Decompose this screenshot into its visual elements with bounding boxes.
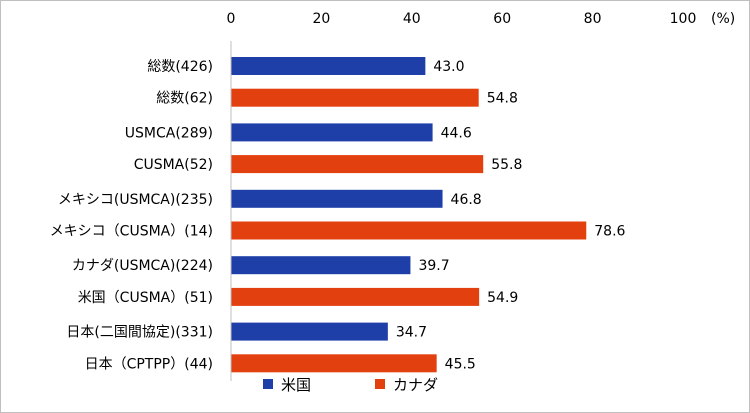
bar-series1	[231, 189, 443, 208]
bar-series1	[231, 57, 426, 75]
bar-series2	[231, 287, 480, 306]
bar-series1	[231, 256, 411, 275]
category-label: 総数(62)	[156, 91, 213, 107]
category-label: 日本（CPTPP）(44)	[85, 356, 213, 372]
x-tick-label: 20	[312, 11, 330, 27]
category-label: CUSMA(52)	[134, 157, 213, 173]
data-label: 54.8	[487, 91, 518, 107]
bar-series2	[231, 354, 437, 373]
category-label: カナダ(USMCA)(224)	[72, 258, 213, 274]
data-label: 43.0	[433, 59, 464, 75]
data-label: 55.8	[491, 157, 522, 173]
category-label: 総数(426)	[147, 59, 213, 75]
legend-swatch	[263, 379, 273, 389]
x-tick-label: 100	[670, 11, 697, 27]
x-tick-label: 80	[584, 11, 602, 27]
legend-label: カナダ	[393, 376, 438, 394]
bar-series2	[231, 155, 484, 174]
category-label: 米国（CUSMA）(51)	[78, 290, 213, 306]
category-label: 日本(二国間協定)(331)	[66, 325, 213, 341]
x-tick-label: 0	[227, 11, 236, 27]
legend-label: 米国	[281, 376, 311, 394]
bar-series1	[231, 322, 388, 341]
category-label: メキシコ（CUSMA）(14)	[50, 224, 213, 240]
bar-series2	[231, 88, 479, 107]
data-label: 78.6	[594, 224, 625, 240]
x-tick-label: 60	[493, 11, 511, 27]
unit-label: (%)	[711, 11, 735, 27]
category-label: メキシコ(USMCA)(235)	[58, 192, 213, 208]
data-label: 44.6	[441, 125, 472, 141]
data-label: 46.8	[451, 192, 482, 208]
category-label: USMCA(289)	[125, 125, 213, 141]
data-label: 34.7	[396, 325, 427, 341]
bar-series2	[231, 221, 587, 240]
bar-series1	[231, 123, 433, 142]
legend-swatch	[375, 379, 385, 389]
data-label: 45.5	[445, 356, 476, 372]
x-tick-label: 40	[403, 11, 421, 27]
data-label: 54.9	[487, 290, 518, 306]
data-label: 39.7	[418, 258, 449, 274]
